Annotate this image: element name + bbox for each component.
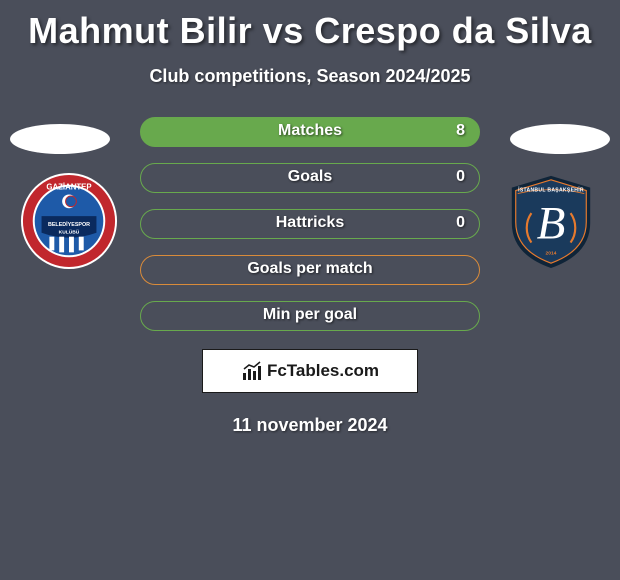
stat-row: Hattricks0 <box>140 209 480 239</box>
brand-box: FcTables.com <box>202 349 418 393</box>
player-right-ellipse <box>510 124 610 154</box>
svg-text:2014: 2014 <box>546 250 557 256</box>
stat-value-right: 0 <box>456 214 465 232</box>
stat-label: Goals <box>141 168 479 186</box>
stat-row: Matches8 <box>140 117 480 147</box>
stat-value-right: 0 <box>456 168 465 186</box>
stat-label: Hattricks <box>141 214 479 232</box>
stat-value-right: 8 <box>456 122 465 140</box>
stat-label: Min per goal <box>141 306 479 324</box>
club-badge-left: GAZİANTEP BELEDİYESPOR KULÜBÜ <box>20 172 118 270</box>
stat-row: Goals0 <box>140 163 480 193</box>
svg-text:B: B <box>537 198 566 250</box>
brand-chart-icon <box>241 360 263 382</box>
stat-label: Matches <box>141 122 479 140</box>
svg-text:BELEDİYESPOR: BELEDİYESPOR <box>48 221 90 228</box>
svg-text:İSTANBUL BAŞAKŞEHİR: İSTANBUL BAŞAKŞEHİR <box>518 187 584 194</box>
svg-text:GAZİANTEP: GAZİANTEP <box>46 183 91 192</box>
stat-row: Min per goal <box>140 301 480 331</box>
player-left-ellipse <box>10 124 110 154</box>
comparison-subtitle: Club competitions, Season 2024/2025 <box>0 66 620 87</box>
club-badge-right: İSTANBUL BAŞAKŞEHİR B 2014 <box>502 172 600 270</box>
comparison-title: Mahmut Bilir vs Crespo da Silva <box>0 0 620 52</box>
snapshot-date: 11 november 2024 <box>0 415 620 436</box>
stat-label: Goals per match <box>141 260 479 278</box>
stat-row: Goals per match <box>140 255 480 285</box>
svg-text:KULÜBÜ: KULÜBÜ <box>59 229 80 236</box>
brand-text: FcTables.com <box>267 361 379 381</box>
